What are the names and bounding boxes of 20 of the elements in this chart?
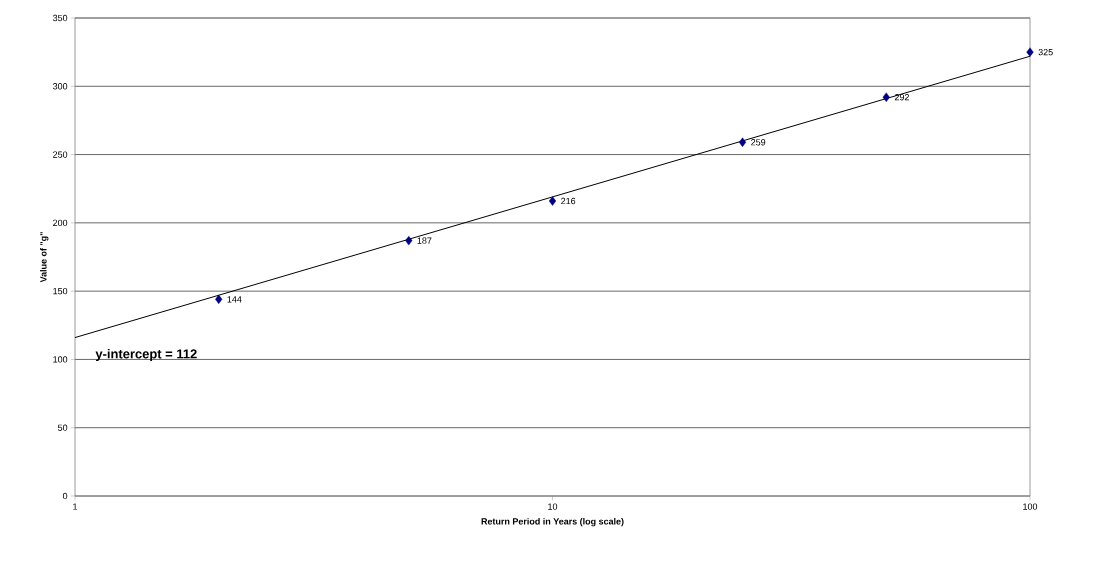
data-label: 292 — [894, 94, 909, 101]
x-tick-label: 100 — [1023, 503, 1038, 510]
data-label: 325 — [1038, 48, 1053, 56]
x-tick-label: 10 — [548, 503, 558, 510]
data-label: 259 — [751, 139, 766, 146]
x-tick-label: 1 — [73, 503, 78, 510]
annotation: y-intercept = 112 — [95, 348, 197, 362]
y-tick-label: 200 — [53, 219, 68, 227]
y-tick-label: 0 — [62, 492, 68, 500]
x-axis-title: Return Period in Years (log scale) — [481, 517, 624, 527]
y-tick-label: 250 — [53, 151, 68, 158]
y-tick-label: 100 — [53, 356, 68, 363]
y-tick-label: 350 — [52, 14, 68, 22]
data-label: 187 — [417, 237, 432, 244]
y-tick-label: 50 — [57, 424, 68, 431]
data-label: 216 — [561, 197, 576, 205]
data-label: 144 — [227, 296, 242, 303]
y-axis-title: Value of "g" — [40, 232, 49, 283]
y-tick-label: 150 — [53, 287, 68, 295]
y-tick-label: 300 — [52, 83, 68, 90]
